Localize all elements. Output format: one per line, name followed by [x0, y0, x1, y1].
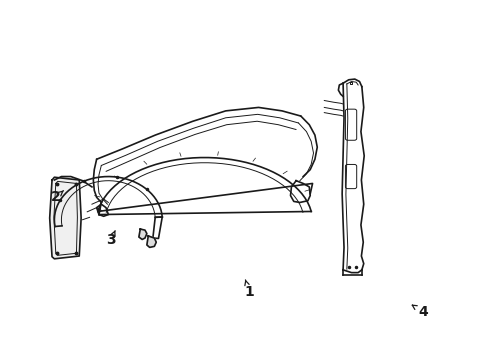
Polygon shape: [139, 229, 146, 239]
Text: 3: 3: [106, 231, 115, 247]
Text: 1: 1: [244, 280, 254, 299]
Polygon shape: [50, 177, 81, 259]
Text: 2: 2: [51, 190, 63, 204]
Polygon shape: [146, 236, 156, 247]
Text: 4: 4: [411, 305, 427, 319]
